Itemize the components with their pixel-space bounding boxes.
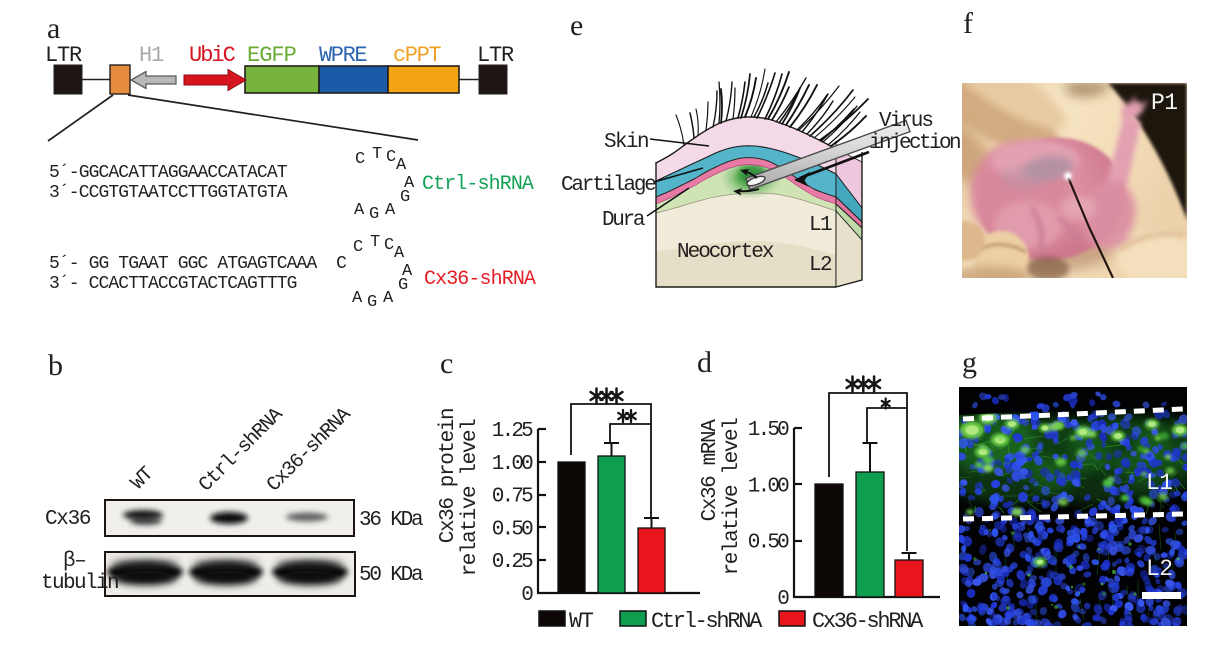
svg-text:c: c [440,347,453,380]
svg-text:0: 0 [521,584,533,607]
svg-text:C: C [353,238,363,257]
svg-text:A: A [383,289,394,308]
svg-text:Virus: Virus [879,110,932,133]
svg-text:T: T [370,233,380,252]
svg-text:Cx36-shRNA: Cx36-shRNA [424,268,536,291]
svg-text:0: 0 [777,588,789,611]
svg-text:Cx36 mRNA: Cx36 mRNA [699,419,722,522]
svg-text:Cartilage: Cartilage [561,174,656,197]
svg-text:1.00: 1.00 [748,475,789,498]
svg-text:H1: H1 [139,43,164,68]
svg-text:g: g [962,346,977,379]
svg-text:Dura: Dura [602,209,645,232]
svg-text:cPPT: cPPT [393,43,441,68]
svg-text:injection: injection [869,132,960,155]
svg-text:3´-CCGTGTAATCCTTGGTATGTA: 3´-CCGTGTAATCCTTGGTATGTA [49,183,288,203]
svg-text:G: G [367,293,377,312]
svg-text:5´- GG TGAAT GGC ATGAGTCAAA C: 5´- GG TGAAT GGC ATGAGTCAAA C [49,254,347,274]
svg-text:A: A [404,174,415,193]
svg-text:A: A [396,156,407,175]
svg-text:P1: P1 [1151,90,1178,116]
svg-text:f: f [963,7,973,40]
svg-text:LTR: LTR [45,43,82,68]
svg-text:A: A [402,262,413,281]
svg-text:a: a [47,12,60,45]
svg-text:C: C [384,236,394,255]
svg-text:A: A [394,244,405,263]
svg-text:C: C [355,150,365,169]
svg-text:G: G [398,276,408,295]
svg-text:Cx36 protein: Cx36 protein [437,409,460,543]
svg-text:WT: WT [127,463,159,495]
svg-text:C: C [386,148,396,167]
svg-text:3´- CCACTTACCGTACTCAGTTTG: 3´- CCACTTACCGTACTCAGTTTG [49,274,297,294]
svg-text:relative level: relative level [459,419,482,577]
svg-text:0.75: 0.75 [492,486,533,509]
svg-text:0.25: 0.25 [492,551,533,574]
svg-text:50 KDa: 50 KDa [359,564,423,587]
svg-text:Cx36: Cx36 [45,508,91,531]
svg-text:Cx36-shRNA: Cx36-shRNA [812,609,924,634]
svg-text:Neocortex: Neocortex [677,241,774,264]
svg-text:tubulin: tubulin [41,572,118,595]
svg-text:LTR: LTR [477,43,514,68]
svg-text:L1: L1 [809,214,832,237]
svg-text:L1: L1 [1146,470,1173,496]
svg-text:5´-GGCACATTAGGAACCATACAT: 5´-GGCACATTAGGAACCATACAT [49,163,288,183]
svg-text:Ctrl-shRNA: Ctrl-shRNA [422,173,534,196]
svg-text:β–: β– [63,550,86,573]
svg-text:A: A [352,289,363,308]
svg-text:36 KDa: 36 KDa [359,509,423,532]
svg-text:WPRE: WPRE [319,43,367,68]
svg-text:1.25: 1.25 [492,420,533,443]
svg-text:G: G [369,205,379,224]
svg-text:b: b [48,349,63,382]
svg-text:e: e [570,9,583,42]
svg-text:L2: L2 [809,254,832,277]
svg-text:G: G [400,188,410,207]
svg-text:UbiC: UbiC [189,43,236,68]
svg-text:L2: L2 [1146,556,1173,582]
svg-text:1.00: 1.00 [492,453,533,476]
svg-text:T: T [372,145,382,164]
svg-text:Ctrl-shRNA: Ctrl-shRNA [651,609,763,634]
svg-text:Skin: Skin [604,131,648,154]
svg-text:WT: WT [569,609,594,634]
svg-text:d: d [697,346,712,379]
svg-text:EGFP: EGFP [247,43,297,68]
svg-text:0.50: 0.50 [748,532,789,555]
svg-text:relative level: relative level [721,418,744,576]
svg-text:A: A [385,201,396,220]
svg-text:1.50: 1.50 [748,419,789,442]
svg-text:A: A [354,201,365,220]
svg-text:0.50: 0.50 [492,518,533,541]
